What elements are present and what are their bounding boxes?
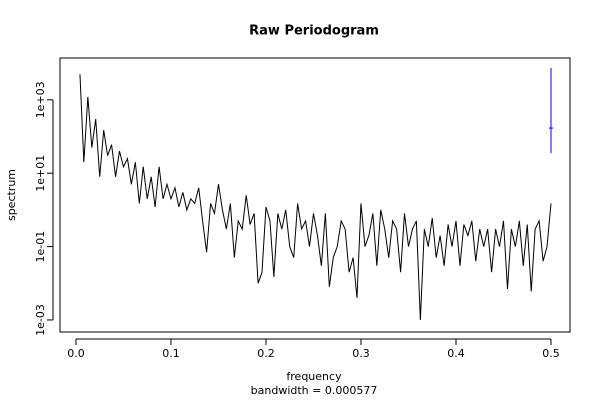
x-tick-label: 0.2: [257, 347, 275, 360]
y-tick-label: 1e+03: [34, 81, 47, 118]
y-axis-label: spectrum: [5, 169, 18, 221]
y-tick-label: 1e+01: [34, 155, 47, 192]
plot-frame: [59, 57, 571, 333]
x-tick-label: 0.5: [542, 347, 560, 360]
y-tick-label: 1e-01: [34, 231, 47, 263]
x-tick-label: 0.3: [352, 347, 370, 360]
x-tick-label: 0.1: [162, 347, 180, 360]
x-axis-label: frequency: [286, 370, 342, 383]
x-tick-label: 0.4: [447, 347, 465, 360]
x-tick-label: 0.0: [67, 347, 85, 360]
spectrum-line: [79, 74, 552, 320]
x-axis-sublabel: bandwidth = 0.000577: [251, 384, 378, 397]
y-tick-label: 1e-03: [34, 304, 47, 336]
chart-title: Raw Periodogram: [249, 24, 379, 39]
